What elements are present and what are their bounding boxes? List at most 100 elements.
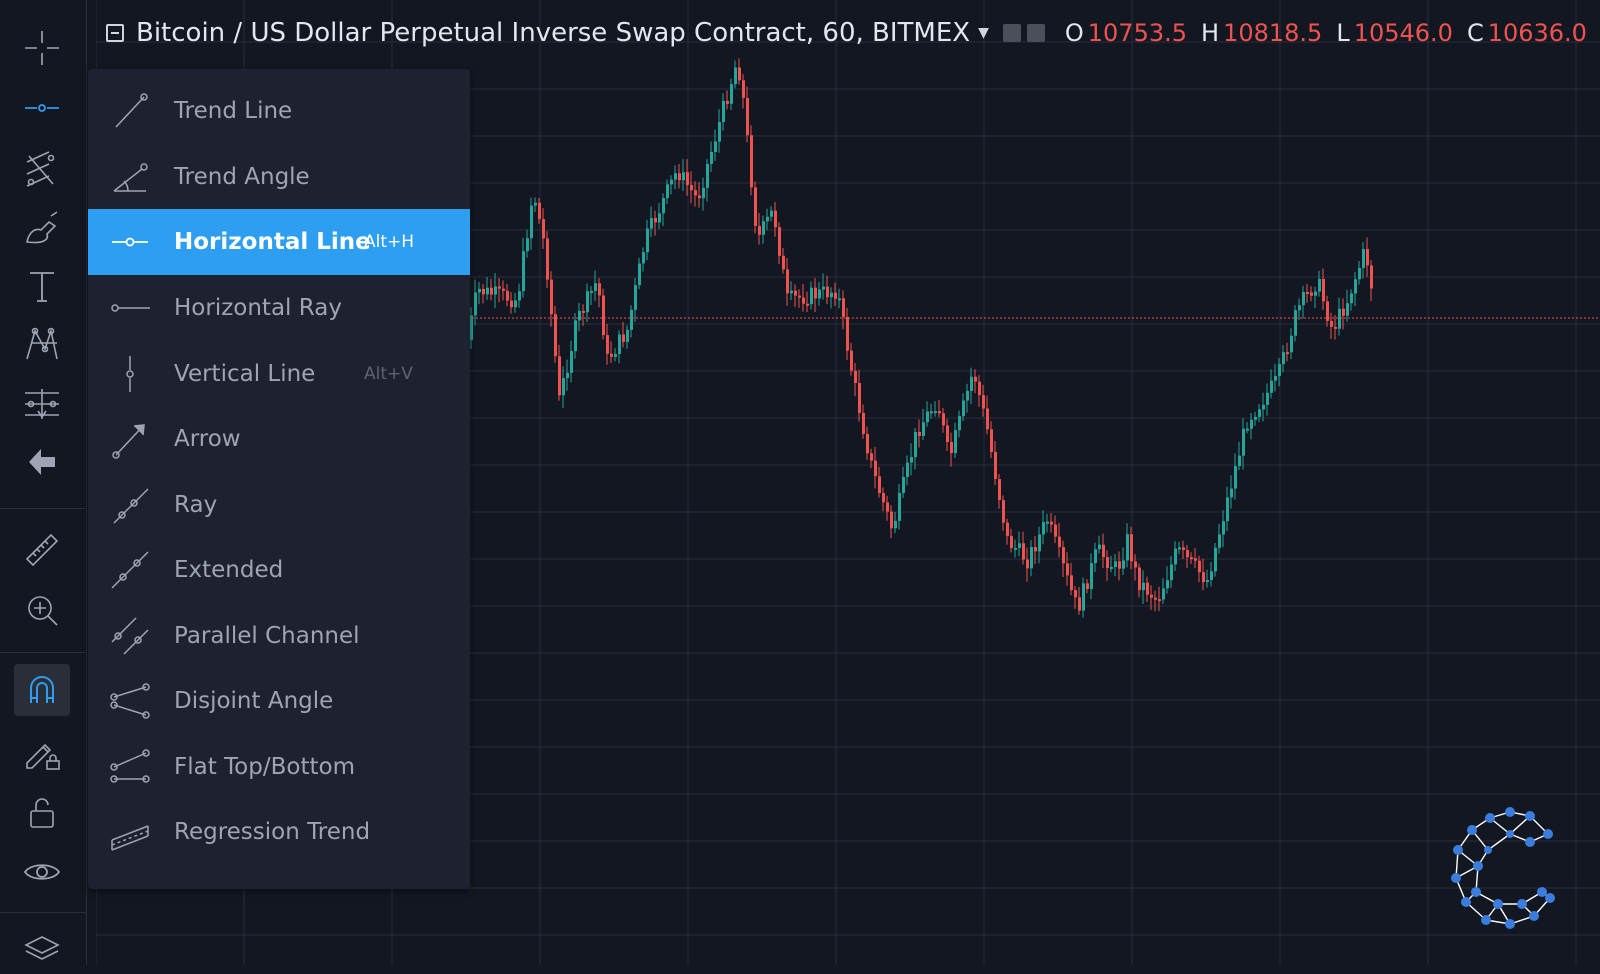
candle [1006,518,1009,545]
menu-item-horizontal-ray[interactable]: Horizontal Ray [88,275,470,341]
candle [506,284,509,307]
candle [474,279,477,326]
menu-item-parallel-channel[interactable]: Parallel Channel [88,603,470,669]
candle [1150,585,1153,610]
back-arrow-icon[interactable] [14,436,70,488]
candle [1178,541,1181,555]
candle [1246,422,1249,434]
candle [942,408,945,433]
candle [978,375,981,407]
candle [1210,562,1213,587]
candlestick-chart[interactable] [96,0,1600,965]
candle [714,129,717,162]
menu-item-ray[interactable]: Ray [88,472,470,538]
menu-item-regression-trend[interactable]: Regression Trend [88,799,470,865]
menu-item-arrow[interactable]: Arrow [88,406,470,472]
candle [1070,562,1073,596]
candle [1062,540,1065,577]
horizontal-line-tool-icon[interactable] [14,82,70,134]
candle [666,179,669,204]
ohlc-low: L 10546.0 [1336,19,1453,47]
candle [1018,531,1021,557]
candle [762,215,765,244]
settings-icon[interactable] [1026,24,1045,42]
candle [970,367,973,404]
candle [1202,558,1205,591]
candle [1334,314,1337,340]
trend-line-icon [104,85,156,137]
parallel-channel-icon [104,610,156,662]
menu-item-flat-top-bottom[interactable]: Flat Top/Bottom [88,734,470,800]
eye-icon[interactable] [14,846,70,898]
menu-item-trend-line[interactable]: Trend Line [88,78,470,144]
zoom-in-icon[interactable] [14,584,70,636]
candle [710,141,713,172]
candle [470,306,473,349]
candle [1026,547,1029,582]
menu-item-disjoint-angle[interactable]: Disjoint Angle [88,668,470,734]
pattern-icon[interactable] [14,318,70,370]
regression-trend-icon [104,806,156,858]
horizontal-ray-icon [104,282,156,334]
candle [550,271,553,327]
layers-icon[interactable] [14,922,70,974]
candle [1186,544,1189,568]
crosshair-icon[interactable] [14,22,70,74]
candle [974,369,977,394]
chevron-down-icon[interactable]: ▼ [978,25,989,41]
candle [706,159,709,202]
ohlc-high: H 10818.5 [1201,19,1323,47]
candle [522,237,525,298]
candle [526,229,529,258]
candle [934,401,937,417]
candle [1010,528,1013,553]
candle [862,404,865,439]
ohlc-close: C 10636.0 [1466,19,1587,47]
menu-item-vertical-line[interactable]: Vertical Line Alt+V [88,341,470,407]
candle [1162,578,1165,604]
candle [1286,342,1289,362]
lock-icon[interactable] [14,786,70,838]
candle [1214,543,1217,577]
menu-item-horizontal-line[interactable]: Horizontal Line Alt+H [88,209,470,275]
candle [646,219,649,261]
candle [1302,285,1305,319]
candle [1198,555,1201,583]
collapse-legend-icon[interactable] [106,24,124,42]
candle [582,304,585,326]
candle [1182,540,1185,559]
candle [854,362,857,397]
text-icon[interactable] [14,260,70,312]
candle [482,284,485,304]
candle [802,283,805,312]
candle [1086,579,1089,594]
candle [1342,298,1345,330]
chart-legend: Bitcoin / US Dollar Perpetual Inverse Sw… [106,14,1587,52]
candle [738,58,741,85]
candle [662,193,665,227]
line-tools-menu: Trend Line Trend Angle Horizontal Line A… [88,69,470,889]
ruler-icon[interactable] [14,524,70,576]
prediction-icon[interactable] [14,378,70,430]
candle [958,410,961,438]
lock-drawing-icon[interactable] [14,726,70,778]
candle [1326,295,1329,327]
candle [798,289,801,308]
candle [1338,297,1341,336]
candle [878,466,881,498]
menu-item-extended[interactable]: Extended [88,537,470,603]
candle [578,302,581,332]
candle [1118,551,1121,581]
menu-item-trend-angle[interactable]: Trend Angle [88,144,470,210]
magnet-icon[interactable] [14,664,70,716]
symbol-title[interactable]: Bitcoin / US Dollar Perpetual Inverse Sw… [136,18,971,48]
candle [990,421,993,459]
fib-tool-icon[interactable] [14,143,70,195]
extended-line-icon [104,544,156,596]
price-chart[interactable] [96,0,1600,965]
brush-icon[interactable] [14,203,70,255]
candle [1290,328,1293,360]
candle [1206,569,1209,588]
watermark-logo [1451,807,1555,929]
visibility-icon[interactable] [1002,24,1021,42]
